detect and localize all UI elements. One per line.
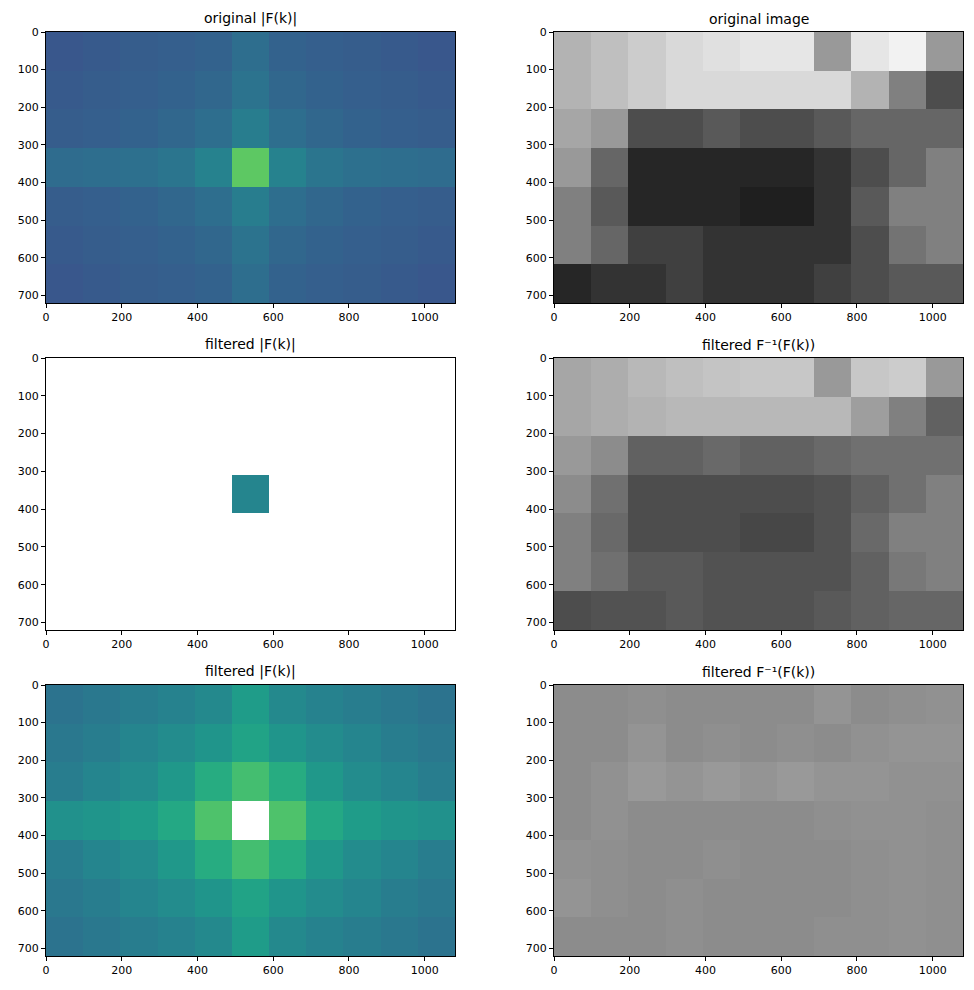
svg-text:200: 200 [18, 754, 39, 767]
svg-text:500: 500 [526, 541, 547, 554]
svg-text:100: 100 [526, 716, 547, 729]
svg-text:0: 0 [43, 964, 50, 977]
svg-text:filtered F⁻¹(F(k)): filtered F⁻¹(F(k)) [702, 664, 815, 680]
svg-text:0: 0 [32, 352, 39, 365]
svg-text:400: 400 [695, 311, 716, 324]
svg-text:300: 300 [18, 792, 39, 805]
svg-text:200: 200 [18, 101, 39, 114]
svg-text:200: 200 [526, 427, 547, 440]
svg-text:600: 600 [263, 964, 284, 977]
svg-text:600: 600 [18, 252, 39, 265]
svg-text:original |F(k)|: original |F(k)| [204, 10, 297, 27]
svg-text:200: 200 [619, 638, 640, 651]
svg-text:700: 700 [18, 289, 39, 302]
svg-text:400: 400 [187, 311, 208, 324]
svg-text:600: 600 [526, 905, 547, 918]
svg-text:300: 300 [526, 792, 547, 805]
svg-text:0: 0 [540, 352, 547, 365]
svg-text:0: 0 [32, 26, 39, 39]
svg-text:filtered F⁻¹(F(k)): filtered F⁻¹(F(k)) [702, 337, 815, 353]
svg-text:400: 400 [526, 176, 547, 189]
svg-text:600: 600 [771, 638, 792, 651]
svg-text:200: 200 [619, 311, 640, 324]
svg-text:600: 600 [526, 252, 547, 265]
svg-text:200: 200 [111, 638, 132, 651]
svg-text:1000: 1000 [411, 638, 439, 651]
svg-text:400: 400 [187, 638, 208, 651]
svg-text:500: 500 [18, 541, 39, 554]
svg-text:800: 800 [846, 964, 867, 977]
svg-text:200: 200 [18, 427, 39, 440]
svg-text:100: 100 [18, 63, 39, 76]
svg-text:300: 300 [18, 465, 39, 478]
svg-text:600: 600 [263, 638, 284, 651]
svg-text:200: 200 [619, 964, 640, 977]
svg-text:400: 400 [18, 829, 39, 842]
svg-text:original image: original image [709, 11, 809, 27]
svg-text:600: 600 [18, 579, 39, 592]
svg-text:1000: 1000 [919, 311, 947, 324]
svg-text:1000: 1000 [919, 964, 947, 977]
svg-text:700: 700 [526, 289, 547, 302]
svg-text:500: 500 [18, 867, 39, 880]
svg-text:1000: 1000 [411, 311, 439, 324]
svg-text:400: 400 [695, 638, 716, 651]
svg-text:700: 700 [526, 942, 547, 955]
svg-text:300: 300 [526, 139, 547, 152]
svg-text:600: 600 [18, 905, 39, 918]
svg-text:0: 0 [551, 638, 558, 651]
svg-text:0: 0 [43, 311, 50, 324]
svg-text:600: 600 [263, 311, 284, 324]
svg-text:400: 400 [18, 503, 39, 516]
svg-text:700: 700 [526, 616, 547, 629]
svg-text:100: 100 [526, 390, 547, 403]
svg-text:400: 400 [695, 964, 716, 977]
svg-text:100: 100 [18, 390, 39, 403]
svg-text:400: 400 [187, 964, 208, 977]
svg-text:800: 800 [338, 638, 359, 651]
svg-text:100: 100 [18, 716, 39, 729]
svg-text:200: 200 [526, 754, 547, 767]
svg-text:400: 400 [526, 829, 547, 842]
svg-text:0: 0 [551, 311, 558, 324]
svg-text:600: 600 [771, 964, 792, 977]
svg-text:200: 200 [526, 101, 547, 114]
svg-text:filtered |F(k)|: filtered |F(k)| [205, 663, 296, 680]
svg-text:0: 0 [43, 638, 50, 651]
svg-text:300: 300 [18, 139, 39, 152]
svg-text:200: 200 [111, 964, 132, 977]
svg-text:800: 800 [846, 638, 867, 651]
svg-text:700: 700 [18, 942, 39, 955]
svg-text:500: 500 [526, 867, 547, 880]
svg-text:200: 200 [111, 311, 132, 324]
svg-text:400: 400 [526, 503, 547, 516]
svg-text:800: 800 [338, 964, 359, 977]
svg-text:filtered |F(k)|: filtered |F(k)| [205, 336, 296, 353]
svg-text:400: 400 [18, 176, 39, 189]
svg-text:300: 300 [526, 465, 547, 478]
svg-text:0: 0 [540, 679, 547, 692]
svg-text:700: 700 [18, 616, 39, 629]
svg-text:1000: 1000 [919, 638, 947, 651]
svg-text:800: 800 [846, 311, 867, 324]
svg-text:800: 800 [338, 311, 359, 324]
svg-text:600: 600 [771, 311, 792, 324]
svg-text:0: 0 [551, 964, 558, 977]
svg-text:600: 600 [526, 579, 547, 592]
svg-text:500: 500 [18, 214, 39, 227]
svg-text:500: 500 [526, 214, 547, 227]
svg-text:0: 0 [540, 26, 547, 39]
svg-text:1000: 1000 [411, 964, 439, 977]
svg-text:100: 100 [526, 63, 547, 76]
svg-text:0: 0 [32, 679, 39, 692]
